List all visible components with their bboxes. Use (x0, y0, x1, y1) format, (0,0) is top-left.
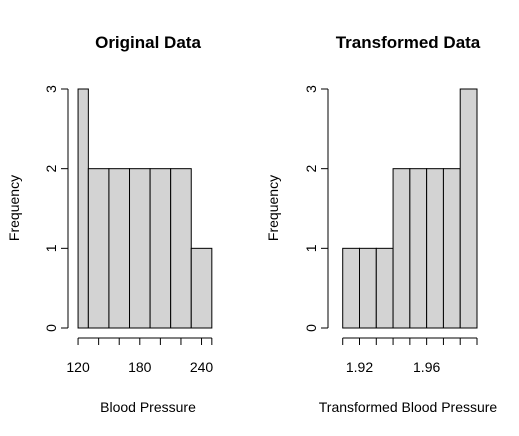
histogram-bar (87, 168, 110, 329)
y-tick-label: 1 (303, 244, 319, 252)
chart-title: Original Data (95, 33, 201, 52)
histogram-bar (149, 168, 172, 329)
transformed-data-panel: Transformed Data Transformed Blood Press… (265, 33, 497, 415)
histogram-bar (170, 168, 192, 329)
histogram-bar (392, 168, 411, 329)
histogram-bar (108, 168, 131, 329)
y-tick-label: 2 (303, 165, 319, 173)
histogram-bars (342, 88, 478, 329)
histogram-bar (375, 247, 394, 329)
y-tick-label: 2 (43, 165, 59, 173)
y-tick-label: 0 (303, 324, 319, 332)
histogram-bar (129, 168, 151, 329)
x-axis-label: Transformed Blood Pressure (319, 399, 498, 415)
histogram-bar (359, 247, 377, 329)
y-axis: 0 1 2 3 (303, 85, 329, 332)
y-tick-label: 0 (43, 324, 59, 332)
x-axis: 120 180 240 (66, 337, 214, 375)
histogram-bar (442, 168, 461, 329)
y-axis-label: Frequency (265, 175, 281, 241)
x-tick-label: 1.92 (346, 359, 373, 375)
y-tick-label: 3 (43, 85, 59, 93)
y-axis-label: Frequency (6, 175, 22, 241)
histogram-bars (77, 88, 213, 329)
x-axis: 1.92 1.96 (342, 337, 478, 375)
y-axis: 0 1 2 3 (43, 85, 69, 332)
x-tick-label: 240 (190, 359, 214, 375)
x-tick-label: 120 (66, 359, 90, 375)
histogram-bar (409, 168, 428, 329)
x-tick-label: 1.96 (413, 359, 440, 375)
y-tick-label: 3 (303, 85, 319, 93)
x-tick-label: 180 (128, 359, 152, 375)
histogram-bar (426, 168, 444, 329)
chart-title: Transformed Data (336, 33, 481, 52)
original-data-panel: Original Data Blood Pressure Frequency 0… (6, 33, 213, 415)
histogram-bar (77, 88, 89, 329)
histogram-bar (190, 247, 213, 329)
histogram-bar (459, 88, 478, 329)
histogram-bar (342, 247, 360, 329)
y-tick-label: 1 (43, 244, 59, 252)
x-axis-label: Blood Pressure (100, 399, 196, 415)
